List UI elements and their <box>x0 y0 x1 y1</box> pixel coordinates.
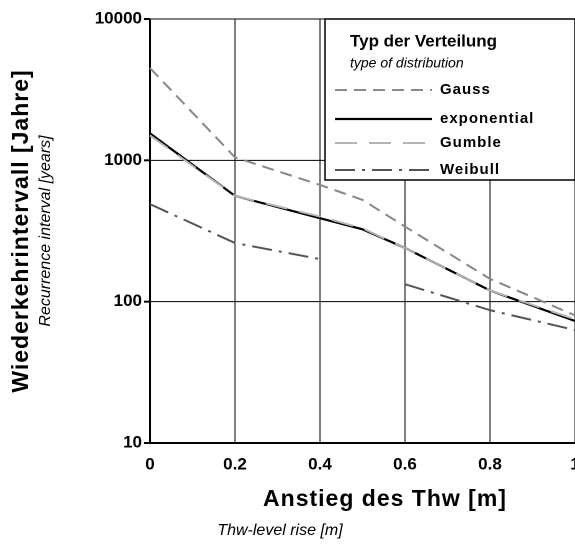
legend-title: Typ der Verteilung <box>350 31 497 50</box>
y-axis-label: Wiederkehrintervall [Jahre] <box>7 69 33 392</box>
y-axis-sublabel: Recurrence interval [years] <box>37 135 54 327</box>
legend-label: Weibull <box>440 161 500 178</box>
legend-label: Gauss <box>440 81 491 98</box>
x-axis-label: Anstieg des Thw [m] <box>263 485 507 511</box>
series-line <box>149 134 575 321</box>
x-tick-label: 0.6 <box>393 454 417 473</box>
legend-label: Gumble <box>440 134 502 151</box>
legend-box <box>324 18 575 181</box>
x-axis-sublabel: Thw-level rise [m] <box>217 522 343 539</box>
x-tick-label: 0.8 <box>478 454 502 473</box>
legend-label: exponential <box>440 110 534 127</box>
x-tick-label: 0 <box>145 454 154 473</box>
x-tick-label: 0.4 <box>308 454 332 473</box>
y-tick-label: 100 <box>114 291 142 310</box>
series-line <box>149 203 575 332</box>
x-tick-label: 0.2 <box>223 454 247 473</box>
series-line <box>149 67 575 317</box>
y-tick-label: 1000 <box>104 150 142 169</box>
legend-subtitle: type of distribution <box>350 55 464 71</box>
y-tick-label: 10 <box>123 432 142 451</box>
y-tick-label: 10000 <box>95 8 142 27</box>
x-tick-label: 1 <box>570 454 575 473</box>
